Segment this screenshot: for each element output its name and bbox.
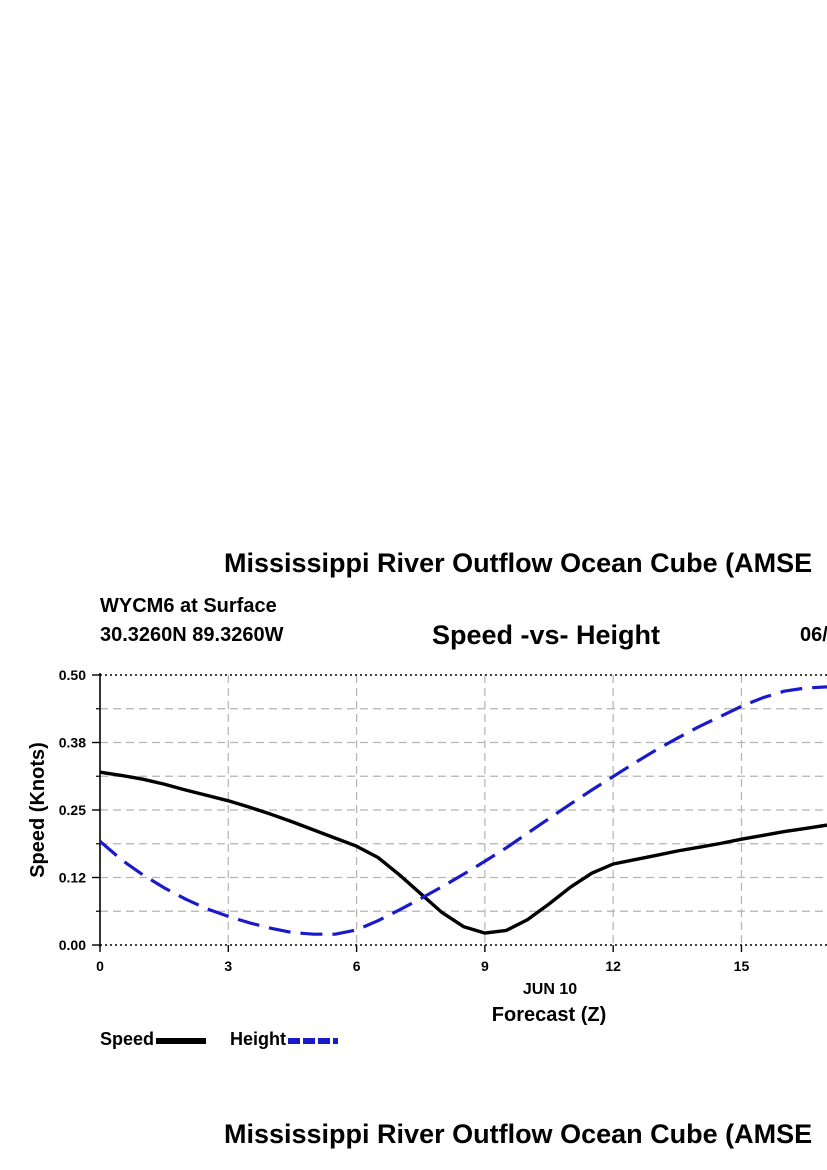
grid-lines	[100, 675, 827, 945]
legend-label-height: Height	[230, 1029, 286, 1049]
y-tick-label: 0.50	[59, 667, 86, 683]
y-tick-label: 0.00	[59, 937, 86, 953]
axes: 0.00 0.12 0.25 0.38 0.50 0 3 6 9 12 15	[59, 667, 827, 974]
coordinates-label: 30.3260N 89.3260W	[100, 624, 284, 646]
main-title-repeat: Mississippi River Outflow Ocean Cube (AM…	[224, 1119, 813, 1149]
main-title: Mississippi River Outflow Ocean Cube (AM…	[224, 548, 813, 578]
date-label: JUN 10	[523, 981, 577, 998]
series-lines	[98, 685, 827, 936]
station-label: WYCM6 at Surface	[100, 595, 277, 617]
x-tick-label: 3	[224, 958, 232, 974]
date-fragment: 06/	[800, 624, 827, 646]
legend-label-speed: Speed	[100, 1029, 154, 1049]
x-tick-label: 0	[96, 958, 104, 974]
x-axis-label: Forecast (Z)	[492, 1004, 606, 1026]
x-tick-label: 12	[605, 958, 621, 974]
x-tick-label: 15	[734, 958, 750, 974]
chart-title: Speed -vs- Height	[432, 620, 661, 650]
series-line-speed	[99, 770, 827, 935]
x-tick-label: 6	[353, 958, 361, 974]
x-tick-label: 9	[481, 958, 489, 974]
series-line-height	[98, 685, 827, 936]
y-tick-label: 0.38	[59, 735, 86, 751]
legend: Speed Height	[100, 1029, 338, 1049]
y-tick-label: 0.12	[59, 870, 86, 886]
y-tick-label: 0.25	[59, 802, 86, 818]
y-axis-label: Speed (Knots)	[27, 742, 49, 878]
axis-labels: Speed (Knots) Forecast (Z) JUN 10	[27, 742, 606, 1026]
